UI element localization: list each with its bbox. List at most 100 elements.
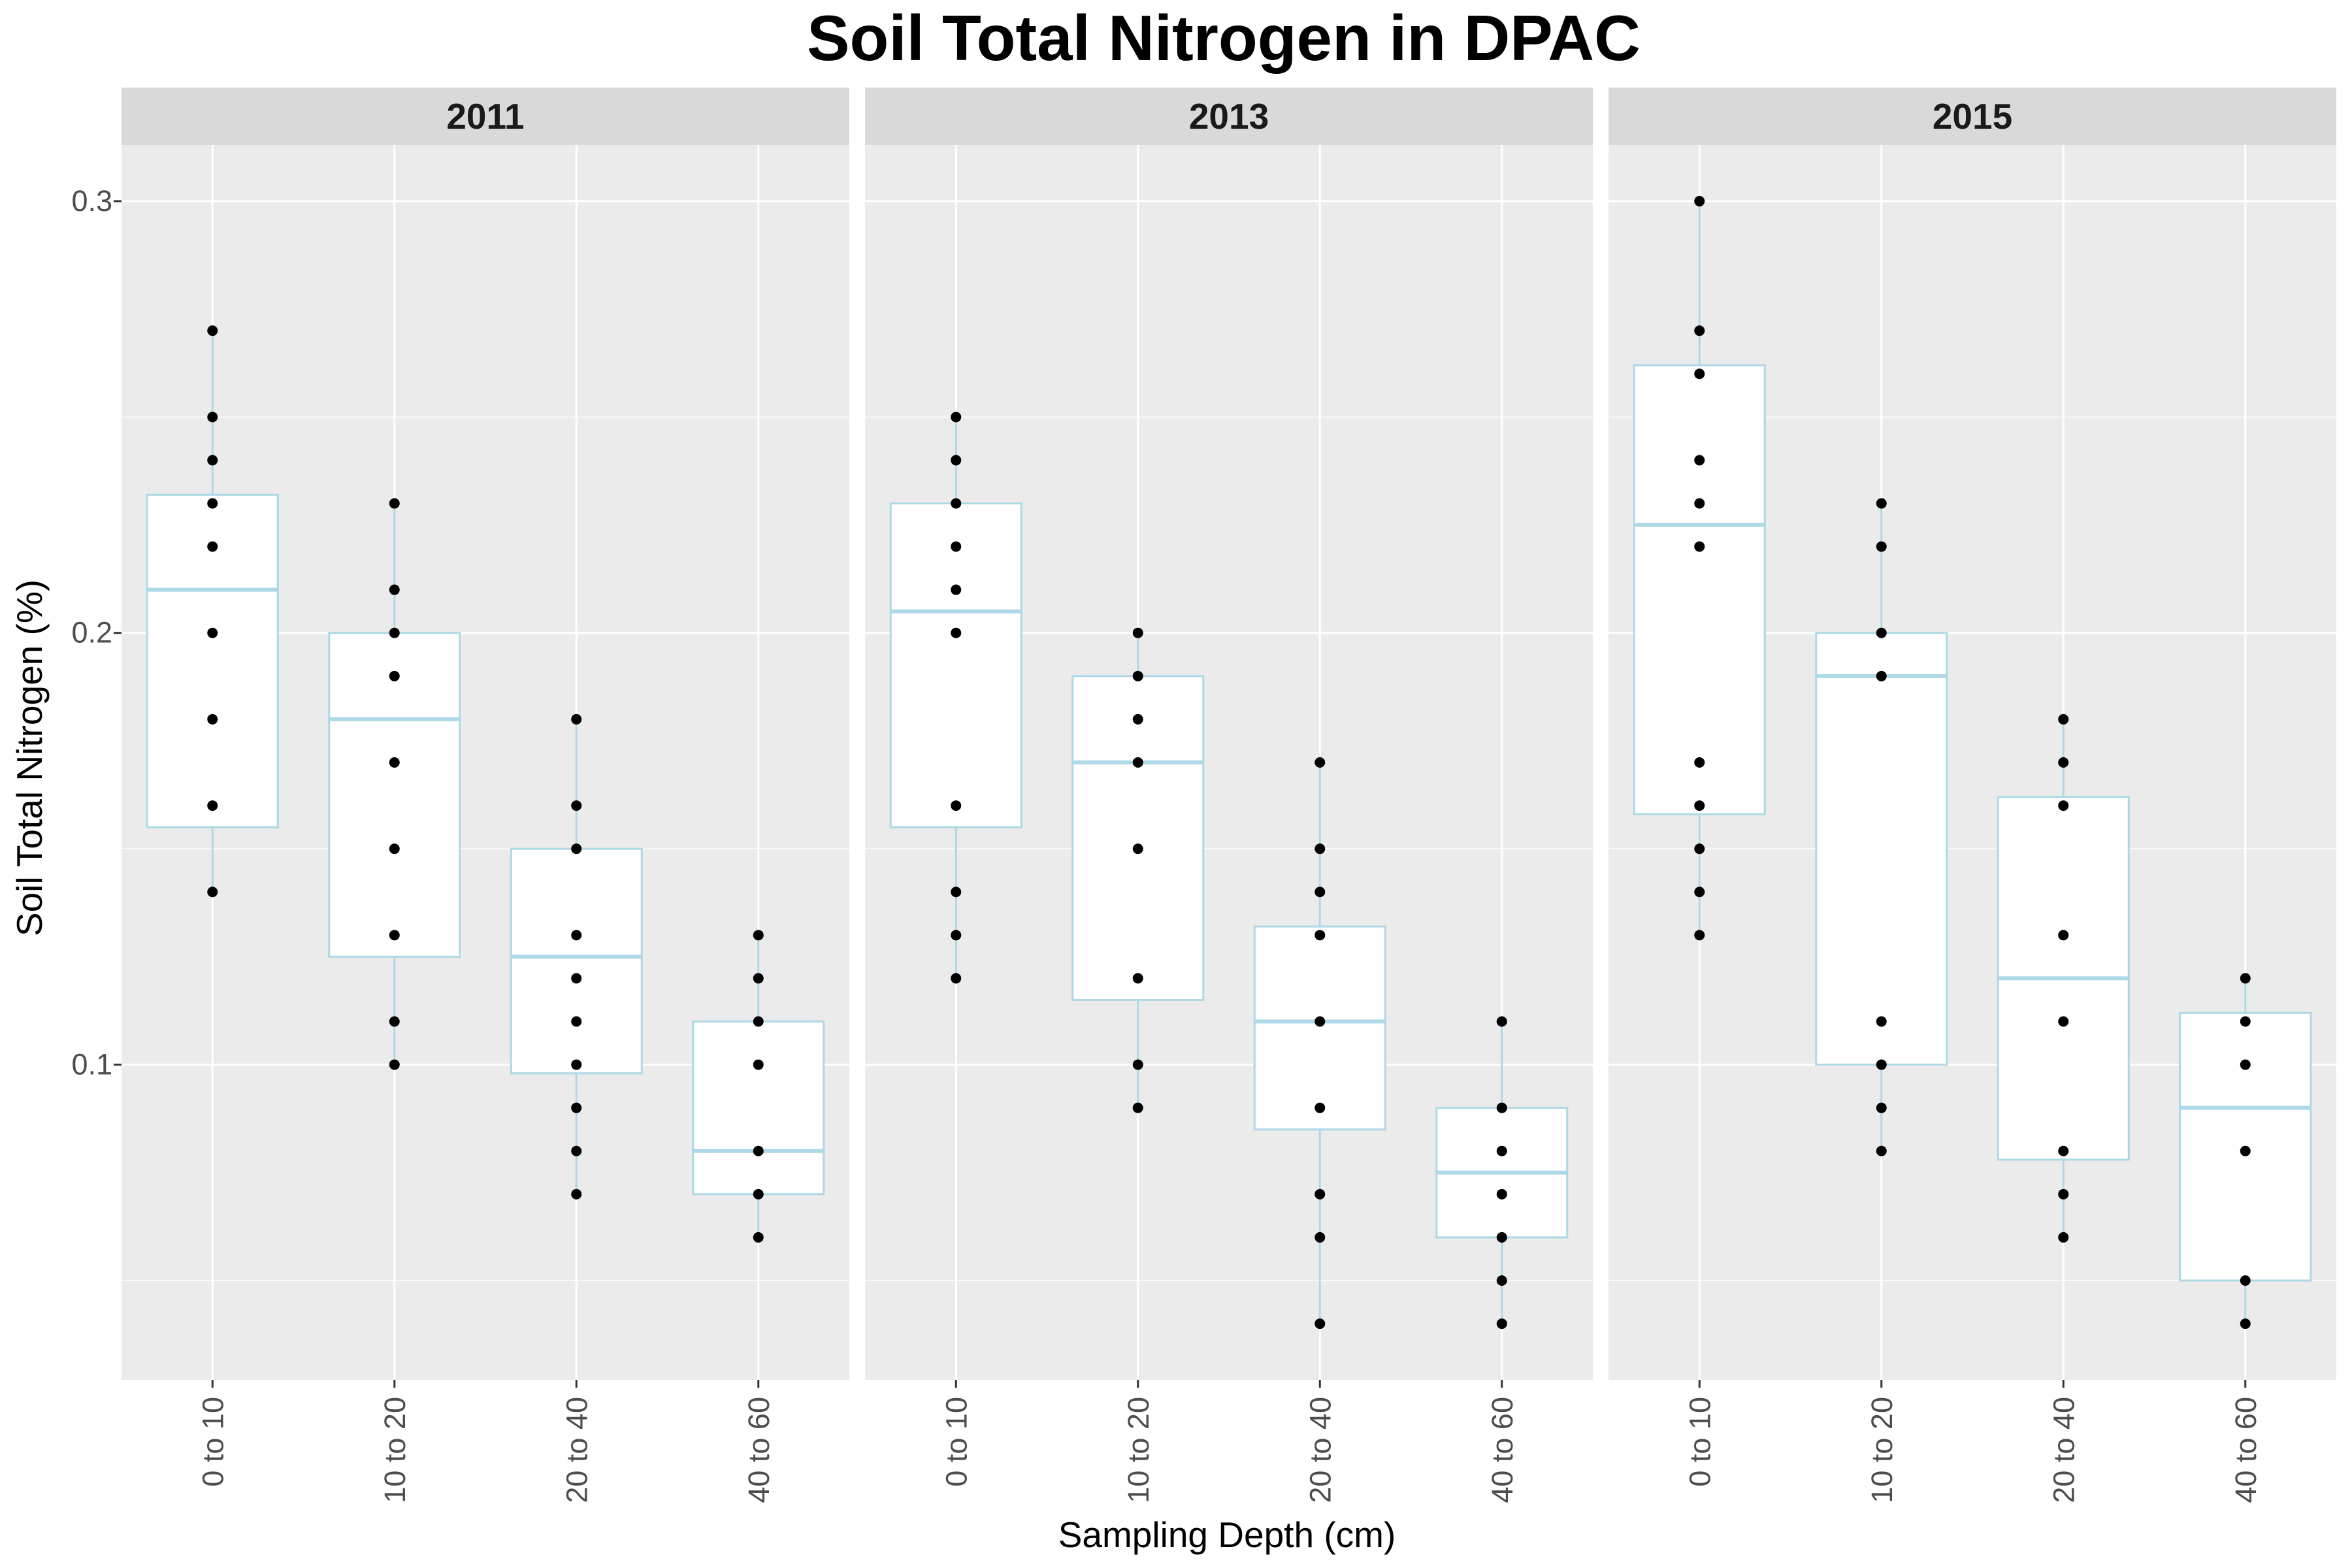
data-point <box>951 498 962 509</box>
data-point <box>2240 1318 2251 1330</box>
data-point <box>1132 713 1143 725</box>
data-point <box>1876 627 1887 638</box>
data-point <box>1876 541 1887 552</box>
data-point <box>1876 670 1887 681</box>
data-point <box>207 541 218 552</box>
data-point <box>1132 670 1143 681</box>
data-point <box>1876 1102 1887 1113</box>
facet-panel-2015: 2015 0 to 10 10 to 20 20 to 40 40 to 60 <box>1609 88 2336 1503</box>
facet-panel-2011: 2011 0 to 10 10 to 20 20 to 40 40 to 60 <box>122 88 849 1503</box>
data-point <box>951 627 962 638</box>
data-point <box>1132 1059 1143 1070</box>
data-point <box>2058 713 2069 725</box>
data-point <box>1315 1016 1326 1027</box>
data-point <box>1694 800 1705 811</box>
chart-title: Soil Total Nitrogen in DPAC <box>807 2 1641 74</box>
data-point <box>389 498 400 509</box>
x-tick-label: 20 to 40 <box>560 1397 593 1503</box>
x-tick-label: 10 to 20 <box>1865 1397 1899 1503</box>
data-point <box>1876 1059 1887 1070</box>
x-tick-label: 0 to 10 <box>196 1397 229 1487</box>
boxplot-2011-4 <box>692 930 825 1243</box>
x-tick-label: 0 to 10 <box>939 1397 973 1487</box>
data-point <box>1694 455 1705 466</box>
box <box>1071 675 1205 1001</box>
box <box>328 632 461 958</box>
boxplot-2013-3 <box>1253 757 1386 1330</box>
data-point <box>1694 195 1705 206</box>
data-point <box>1694 541 1705 552</box>
data-point <box>2058 930 2069 941</box>
facet-strip-label: 2013 <box>1189 96 1269 137</box>
data-point <box>389 670 400 681</box>
data-point <box>571 1016 582 1027</box>
data-point <box>1876 1016 1887 1027</box>
data-point <box>1132 973 1143 984</box>
box <box>889 502 1022 828</box>
data-point <box>753 1232 764 1243</box>
data-point <box>1876 498 1887 509</box>
x-tick-label: 40 to 60 <box>2229 1397 2262 1503</box>
data-point <box>1315 1188 1326 1200</box>
x-tick-label: 10 to 20 <box>378 1397 412 1503</box>
data-point <box>207 800 218 811</box>
data-point <box>389 757 400 768</box>
data-point <box>207 713 218 725</box>
box <box>510 847 643 1075</box>
data-point <box>1132 627 1143 638</box>
data-point <box>1315 887 1326 898</box>
x-tick-label: 10 to 20 <box>1122 1397 1155 1503</box>
data-point <box>2240 1275 2251 1286</box>
box <box>146 493 279 828</box>
data-point <box>753 1188 764 1200</box>
data-point <box>389 1016 400 1027</box>
data-point <box>207 455 218 466</box>
facet-strip-label: 2011 <box>446 96 524 137</box>
data-point <box>951 584 962 595</box>
boxplot-2015-4 <box>2179 973 2312 1330</box>
data-point <box>951 541 962 552</box>
data-point <box>389 930 400 941</box>
data-point <box>1315 1232 1326 1243</box>
data-point <box>1876 1145 1887 1156</box>
x-tick-label: 40 to 60 <box>1486 1397 1519 1503</box>
boxplot-2013-4 <box>1435 1016 1569 1330</box>
data-point <box>1496 1145 1507 1156</box>
facet-strip <box>865 88 1593 145</box>
x-tick-label: 0 to 10 <box>1683 1397 1716 1487</box>
x-tick-label: 20 to 40 <box>1303 1397 1337 1503</box>
data-point <box>1132 1102 1143 1113</box>
boxplot-2015-3 <box>1997 713 2130 1243</box>
data-point <box>1694 368 1705 380</box>
data-point <box>1694 887 1705 898</box>
plot-area: 0.1 0.2 0.3 2011 0 to 10 10 to 20 20 to 40 40 t… <box>71 88 2336 1503</box>
facet-panel-2013: 2013 0 to 10 10 to 20 20 to 40 40 to 60 <box>865 88 1593 1503</box>
data-point <box>2058 757 2069 768</box>
data-point <box>1694 498 1705 509</box>
data-point <box>2240 1145 2251 1156</box>
data-point <box>389 843 400 855</box>
data-point <box>951 887 962 898</box>
data-point <box>951 455 962 466</box>
data-point <box>1132 843 1143 855</box>
boxplot-2013-1 <box>889 412 1022 984</box>
boxplot-2011-2 <box>328 498 461 1070</box>
data-point <box>2240 1016 2251 1027</box>
data-point <box>951 800 962 811</box>
data-point <box>1496 1232 1507 1243</box>
data-point <box>1694 930 1705 941</box>
data-point <box>389 584 400 595</box>
data-point <box>571 1145 582 1156</box>
data-point <box>1315 1318 1326 1330</box>
data-point <box>2058 1145 2069 1156</box>
data-point <box>1132 757 1143 768</box>
data-point <box>571 973 582 984</box>
y-tick-label: 0.3 <box>71 184 112 218</box>
data-point <box>207 887 218 898</box>
data-point <box>571 1059 582 1070</box>
data-point <box>753 973 764 984</box>
data-point <box>389 627 400 638</box>
data-point <box>2058 1188 2069 1200</box>
data-point <box>207 325 218 336</box>
